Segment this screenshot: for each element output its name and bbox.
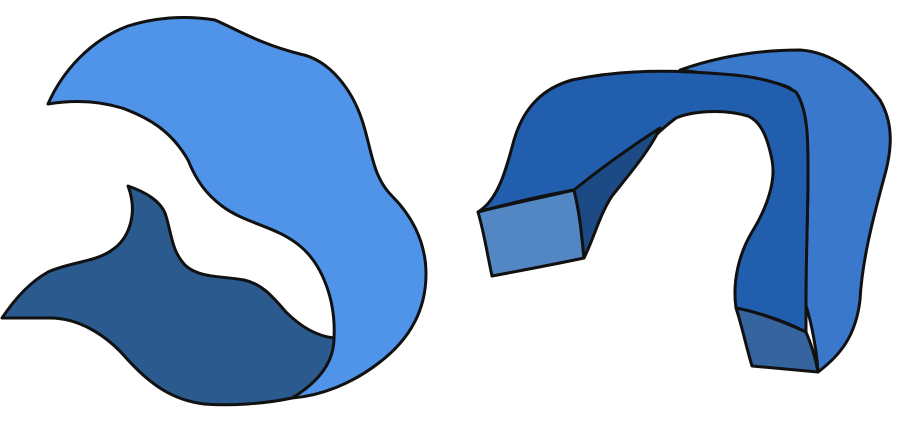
right-arch-shape <box>476 48 892 374</box>
right-inner-shadow <box>572 126 662 260</box>
left-curved-shape <box>0 16 428 407</box>
right-bottom-cap <box>734 306 820 374</box>
left-band-light <box>46 16 428 400</box>
left-band-dark <box>0 184 336 407</box>
